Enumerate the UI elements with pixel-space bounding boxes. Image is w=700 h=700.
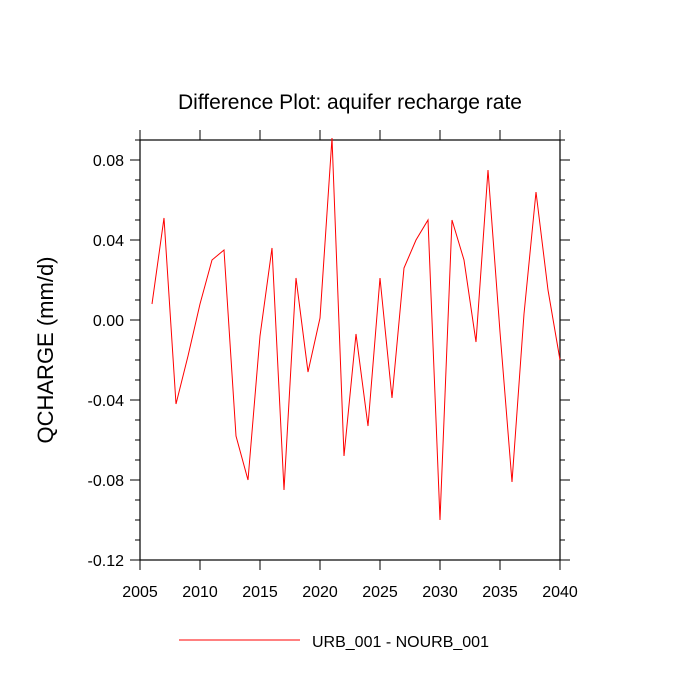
y-tick-label: 0.04 — [93, 233, 124, 250]
x-tick-label: 2040 — [542, 584, 578, 601]
y-tick-label: -0.12 — [88, 553, 125, 570]
x-tick-label: 2010 — [182, 584, 218, 601]
legend: URB_001 - NOURB_001 — [179, 634, 489, 651]
legend-label: URB_001 - NOURB_001 — [312, 634, 489, 651]
series-line — [151, 137, 561, 521]
y-tick-label: -0.08 — [88, 473, 125, 490]
series-layer — [151, 137, 561, 521]
y-tick-label: -0.04 — [88, 393, 125, 410]
y-axis-label: QCHARGE (mm/d) — [33, 257, 58, 444]
y-tick-label: 0.08 — [93, 153, 124, 170]
plot-frame — [139, 139, 561, 561]
x-tick-label: 2020 — [302, 584, 338, 601]
x-axis: 2005 2010 2015 2020 2025 2030 2035 2040 — [122, 130, 578, 601]
x-tick-label: 2030 — [422, 584, 458, 601]
y-axis: -0.12 -0.08 -0.04 0.00 0.04 0.08 — [88, 139, 570, 570]
x-tick-label: 2015 — [242, 584, 278, 601]
y-tick-label: 0.00 — [93, 313, 124, 330]
chart-title: Difference Plot: aquifer recharge rate — [178, 91, 522, 114]
x-tick-label: 2005 — [122, 584, 158, 601]
x-tick-label: 2025 — [362, 584, 398, 601]
plot-border — [139, 139, 561, 561]
x-tick-label: 2035 — [482, 584, 518, 601]
